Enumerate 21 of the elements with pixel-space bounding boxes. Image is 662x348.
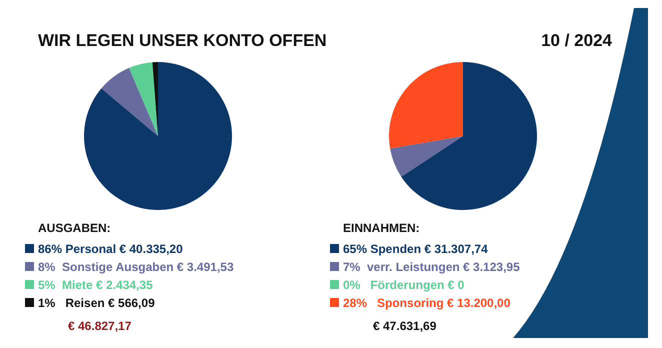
pie-slice: [401, 62, 537, 210]
pie-slice: [389, 62, 463, 149]
legend-label: 0% Förderungen € 0: [343, 278, 465, 292]
text: 10 / 2024: [541, 31, 613, 50]
legend-title: EINNAHMEN:: [343, 221, 420, 235]
legend-label: 7% verr. Leistungen € 3.123,95: [343, 260, 520, 274]
pie-slice: [129, 62, 158, 136]
chart-title: WIR LEGEN UNSER KONTO OFFEN: [38, 31, 327, 50]
pie-slice: [390, 136, 463, 177]
pie-slice: [84, 62, 232, 210]
legend-label: 86% Personal € 40.335,20: [38, 242, 184, 256]
legend-label: 5% Miete € 2.434,35: [38, 278, 154, 292]
legend-label: 65% Spenden € 31.307,74: [343, 242, 488, 256]
pie-slice: [152, 62, 158, 136]
pie-slice: [101, 68, 158, 136]
legend-label: 8% Sonstige Ausgaben € 3.491,53: [38, 260, 234, 274]
text: € 47.631,69: [373, 319, 437, 333]
legend-title: AUSGABEN:: [38, 221, 111, 235]
legend-label: 1% Reisen € 566,09: [38, 296, 156, 310]
legend-label: 28% Sponsoring € 13.200,00: [343, 296, 511, 310]
text: € 46.827,17: [68, 319, 132, 333]
